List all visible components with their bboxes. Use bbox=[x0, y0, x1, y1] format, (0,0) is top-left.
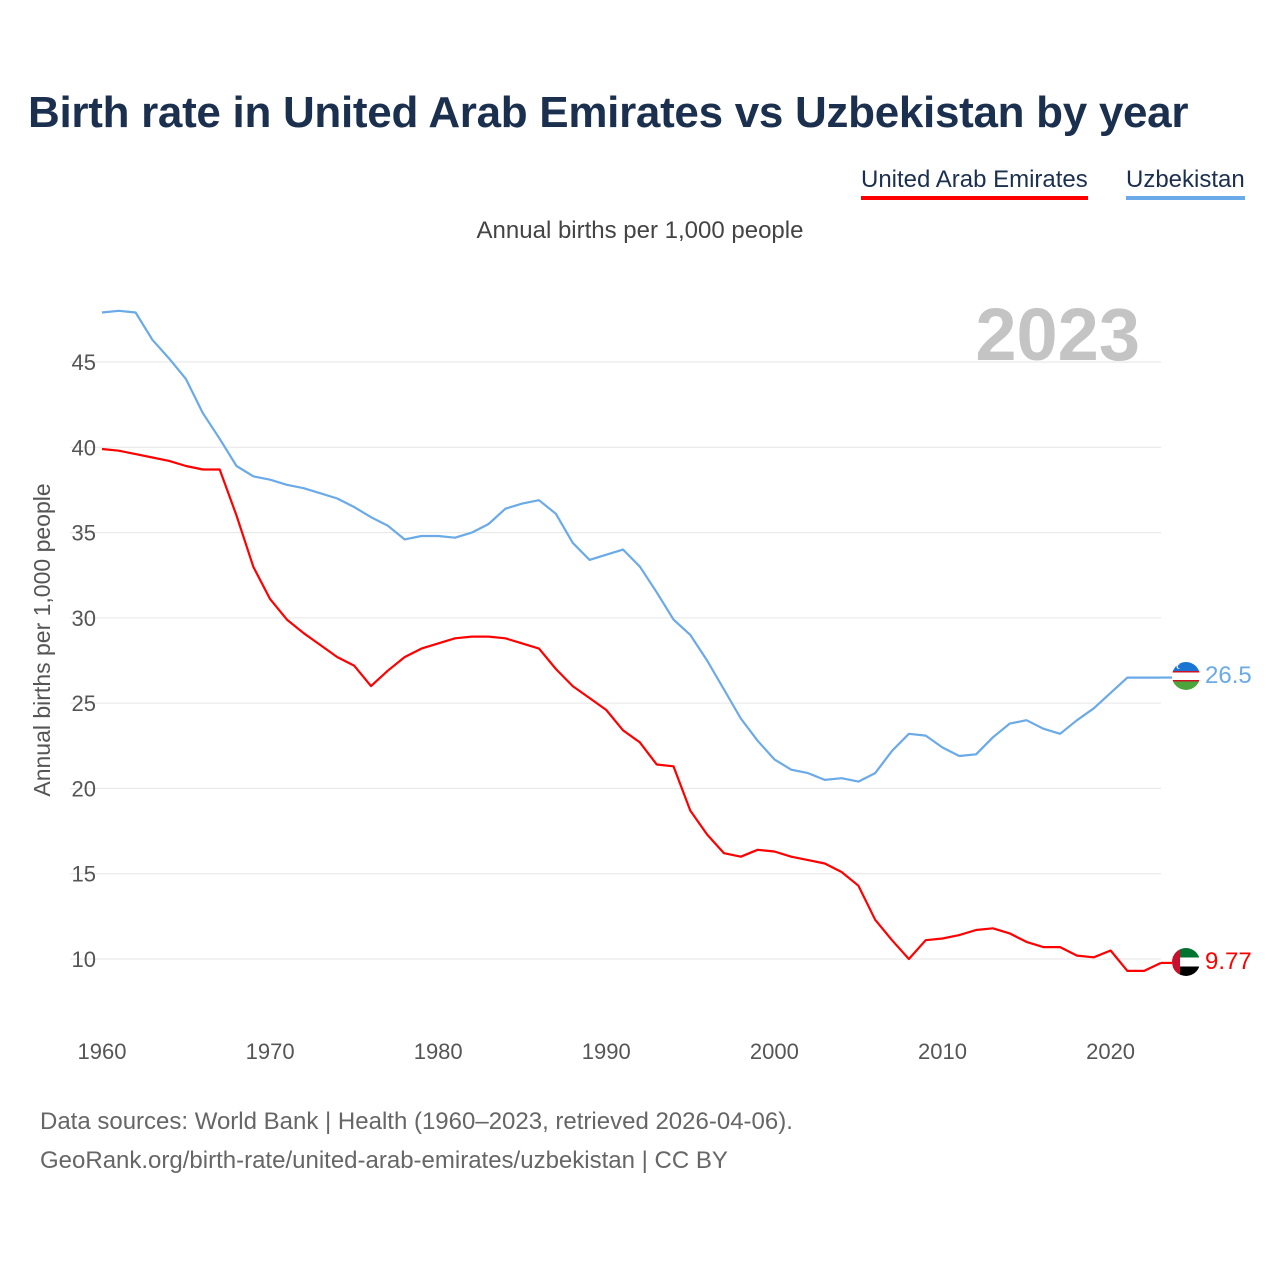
x-tick-label: 1980 bbox=[414, 1039, 463, 1064]
series-line-uzbekistan[interactable] bbox=[101, 309, 1161, 783]
y-tick-label: 35 bbox=[72, 521, 96, 546]
y-tick-label: 30 bbox=[72, 606, 96, 631]
y-tick-label: 20 bbox=[72, 776, 96, 801]
footer-link[interactable]: GeoRank.org/birth-rate/united-arab-emira… bbox=[40, 1147, 728, 1174]
y-axis-label: Annual births per 1,000 people bbox=[29, 483, 55, 796]
chart-subtitle: Annual births per 1,000 people bbox=[476, 217, 804, 244]
end-label-united-arab-emirates: 9.77 bbox=[1205, 948, 1252, 975]
x-axis-ticks: 1960 1970 1980 1990 2000 2010 2020 bbox=[78, 1039, 1136, 1064]
x-tick-label: 2020 bbox=[1086, 1039, 1135, 1064]
x-tick-label: 2010 bbox=[918, 1039, 967, 1064]
series-line-united-arab-emirates[interactable] bbox=[101, 447, 1162, 973]
y-tick-label: 15 bbox=[72, 862, 96, 887]
legend-item-uzbekistan[interactable]: Uzbekistan bbox=[1126, 166, 1245, 200]
y-tick-label: 10 bbox=[72, 947, 96, 972]
x-tick-label: 2000 bbox=[750, 1039, 799, 1064]
united-arab-emirates-flag-icon bbox=[1172, 948, 1200, 976]
y-axis-ticks: 10 15 20 25 30 35 40 45 bbox=[72, 350, 96, 972]
y-tick-label: 25 bbox=[72, 691, 96, 716]
legend-item-united-arab-emirates[interactable]: United Arab Emirates bbox=[861, 166, 1088, 200]
x-tick-label: 1960 bbox=[78, 1039, 127, 1064]
y-tick-label: 40 bbox=[72, 435, 96, 460]
y-tick-label: 45 bbox=[72, 350, 96, 375]
chart-title: Birth rate in United Arab Emirates vs Uz… bbox=[28, 88, 1189, 137]
x-tick-label: 1970 bbox=[246, 1039, 295, 1064]
uzbekistan-flag-icon bbox=[1172, 662, 1200, 690]
end-label-uzbekistan: 26.5 bbox=[1205, 662, 1252, 689]
x-tick-label: 1990 bbox=[582, 1039, 631, 1064]
footer-source: Data sources: World Bank | Health (1960–… bbox=[40, 1108, 793, 1135]
grid-lines bbox=[70, 361, 1161, 960]
series-lines bbox=[101, 309, 1172, 973]
year-display: 2023 bbox=[975, 293, 1140, 376]
